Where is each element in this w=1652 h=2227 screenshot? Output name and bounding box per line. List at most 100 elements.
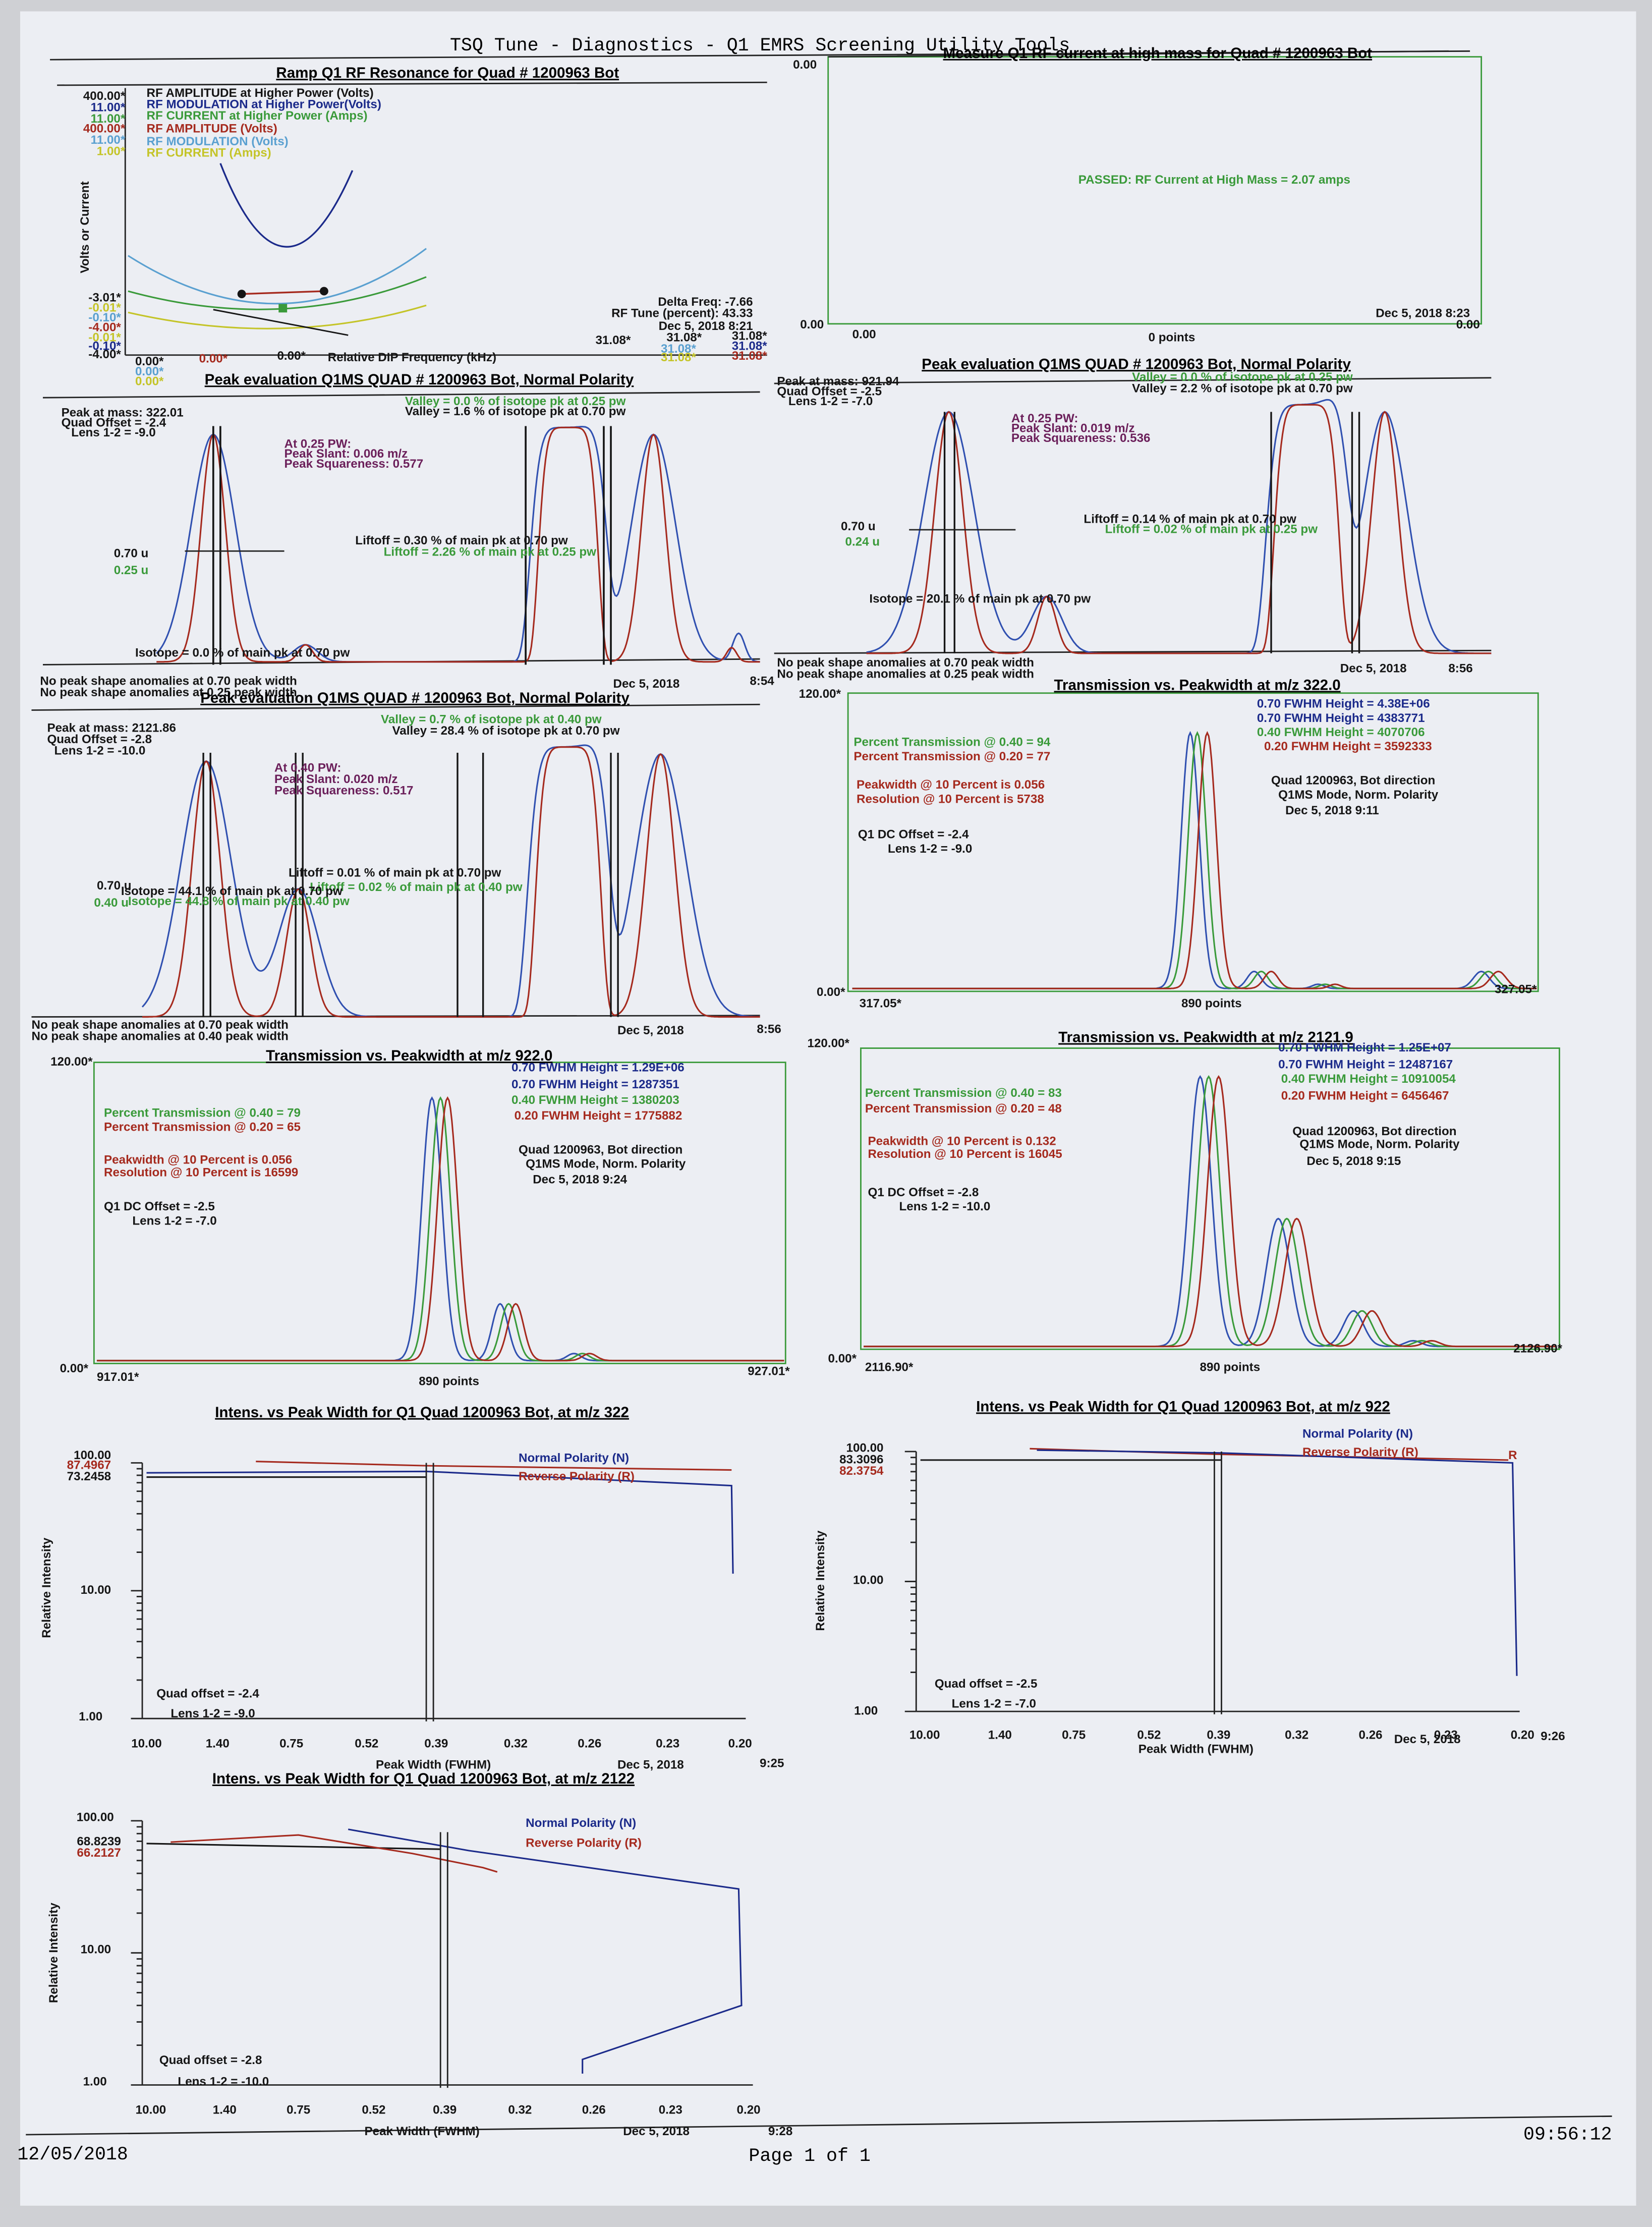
panel-text: 0.20 [1511, 1728, 1534, 1742]
marker [278, 304, 288, 313]
footer-time: 09:56:12 [1523, 2125, 1612, 2145]
panel-text: RF MODULATION (Volts) [146, 135, 288, 148]
panel-text: 400.00* [83, 122, 126, 136]
panel-text: 0.39 [424, 1737, 448, 1750]
panel-text: Q1 DC Offset = -2.8 [868, 1186, 979, 1199]
rule [828, 50, 1449, 58]
panel-text: Quad 1200963, Bot direction [1271, 774, 1435, 788]
panel-text: Reverse Polarity (R) [519, 1470, 635, 1483]
panel-text: 0.00* [135, 375, 164, 388]
panel-text: Quad Offset = -2.8 [47, 733, 152, 746]
panel-text: Liftoff = 0.02 % of main pk at 0.40 pw [310, 880, 523, 894]
trace [96, 1096, 784, 1362]
panel-text: Q1MS Mode, Norm. Polarity [526, 1157, 686, 1171]
panel-text: Peakwidth @ 10 Percent is 0.056 [857, 778, 1045, 792]
panel-text: Lens 1-2 = -7.0 [788, 395, 873, 408]
panel-text: Peak Width (FWHM) [376, 1758, 491, 1771]
panel-text: Liftoff = 0.14 % of main pk at 0.70 pw [1084, 513, 1296, 526]
panel-text: 31.08* [732, 329, 768, 343]
panel-text: Dec 5, 2018 9:15 [1306, 1154, 1401, 1168]
panel-text: 0.23 [656, 1737, 679, 1750]
panel-text: 73.2458 [67, 1470, 111, 1483]
panel-text: 1.40 [213, 2103, 237, 2117]
panel-text: 8:56 [757, 1022, 781, 1036]
panel-text: Liftoff = 0.30 % of main pk at 0.70 pw [355, 534, 568, 547]
panel-text: Valley = 2.2 % of isotope pk at 0.70 pw [1132, 382, 1353, 396]
panel-text: Peak at mass: 921.94 [777, 375, 899, 388]
panel-text: 31.08* [661, 342, 697, 356]
panel-text: 1.00 [854, 1704, 878, 1718]
panel-text: RF CURRENT (Amps) [146, 146, 271, 159]
trace [1037, 1449, 1518, 1676]
panel-text: 120.00* [808, 1036, 850, 1050]
panel-text: 1.40 [988, 1728, 1012, 1742]
panel-text: Peak at mass: 322.01 [62, 406, 184, 420]
panel-text: PASSED: RF Current at High Mass = 2.07 a… [1078, 173, 1350, 187]
panel-text: Peak Slant: 0.019 m/z [1011, 422, 1135, 435]
panel-text: 0.25 u [114, 564, 149, 577]
panel-text: Normal Polarity (N) [526, 1816, 636, 1830]
panel-text: Normal Polarity (N) [1302, 1427, 1413, 1441]
panel-text: Delta Freq: -7.66 [658, 295, 753, 309]
panel-text: 927.01* [748, 1365, 790, 1378]
panel-text: Percent Transmission @ 0.20 = 65 [104, 1121, 301, 1134]
panel-text: 100.00 [77, 1811, 114, 1824]
panel-text: Q1MS Mode, Norm. Polarity [1278, 788, 1439, 802]
footer-date: 12/05/2018 [17, 2144, 128, 2165]
panel-text: Isotope = 44.1 % of main pk at 0.70 pw [121, 884, 343, 898]
panel-text: Peak Slant: 0.020 m/z [274, 772, 398, 786]
panel-text: Percent Transmission @ 0.20 = 77 [853, 750, 1050, 763]
panel-text: 400.00* [83, 89, 126, 103]
panel-text: 0.39 [1207, 1728, 1230, 1742]
panel-text: Peak Width (FWHM) [365, 2125, 480, 2138]
panel-text: 0.70 FWHM Height = 1.29E+06 [511, 1061, 685, 1074]
panel-text: Resolution @ 10 Percent is 5738 [857, 792, 1044, 806]
panel-text: Percent Transmission @ 0.40 = 79 [104, 1106, 301, 1120]
trace [156, 426, 760, 663]
panel-text: Lens 1-2 = -9.0 [170, 1707, 255, 1720]
trace [146, 1843, 441, 1850]
panel-text: 9:28 [768, 2125, 792, 2138]
panel-text: 0.23 [1434, 1728, 1458, 1742]
panel-text: 8:54 [750, 675, 774, 688]
panel-text: 9:26 [1541, 1730, 1565, 1743]
panel-text: 0.40 FWHM Height = 10910054 [1281, 1072, 1456, 1086]
panel-text: 0.32 [508, 2103, 532, 2117]
marker [319, 287, 328, 296]
panel-text: 0.20 [728, 1737, 752, 1750]
panel-text: Relative Intensity [814, 1530, 827, 1631]
panel-text: 0.70 FWHM Height = 1.25E+07 [1278, 1041, 1451, 1054]
panel-text: 11.00* [91, 100, 126, 114]
panel-text: -0.10* [88, 311, 121, 324]
panel-text: 0.40 FWHM Height = 1380203 [511, 1093, 679, 1107]
trace [852, 731, 1537, 989]
panel-text: Normal Polarity (N) [519, 1451, 629, 1465]
panel-text: Lens 1-2 = -7.0 [132, 1214, 216, 1228]
rule [213, 309, 349, 336]
panel-text: 0.39 [433, 2103, 457, 2117]
panel-text: At 0.25 PW: [1011, 412, 1078, 425]
panel-text: 0.00* [828, 1352, 857, 1365]
panel-text: 0.00 [1456, 318, 1480, 331]
panel-text: Valley = 0.0 % of isotope pk at 0.25 pw [1132, 370, 1353, 384]
header-title: TSQ Tune - Diagnostics - Q1 EMRS Screeni… [450, 35, 1070, 56]
panel-text: 10.00 [853, 1574, 884, 1587]
frame [847, 692, 1539, 992]
panel-text: 120.00* [50, 1055, 93, 1069]
panel-text: Quad offset = -2.8 [159, 2053, 262, 2067]
panel-text: Relative Intensity [40, 1537, 53, 1638]
panel-text: 0.70 u [97, 879, 132, 893]
panel-text: 0.70 FWHM Height = 4.38E+06 [1257, 697, 1430, 711]
panel-text: Lens 1-2 = -10.0 [899, 1200, 990, 1213]
panel-text: 31.08* [732, 339, 768, 353]
footer-page: Page 1 of 1 [749, 2146, 870, 2166]
panel-title: Intens. vs Peak Width for Q1 Quad 120096… [976, 1399, 1390, 1415]
panel-text: Quad 1200963, Bot direction [1292, 1125, 1456, 1138]
panel-text: At 0.25 PW: [284, 437, 352, 451]
panel-title: Peak evaluation Q1MS QUAD # 1200963 Bot,… [200, 690, 630, 706]
panel-text: 0 points [1149, 330, 1195, 344]
panel-title: Measure Q1 RF current at high mass for Q… [943, 45, 1373, 62]
panel-text: 100.00 [846, 1441, 884, 1455]
panel-title: Peak evaluation Q1MS QUAD # 1200963 Bot,… [922, 356, 1351, 372]
panel-text: Peakwidth @ 10 Percent is 0.132 [868, 1135, 1056, 1148]
